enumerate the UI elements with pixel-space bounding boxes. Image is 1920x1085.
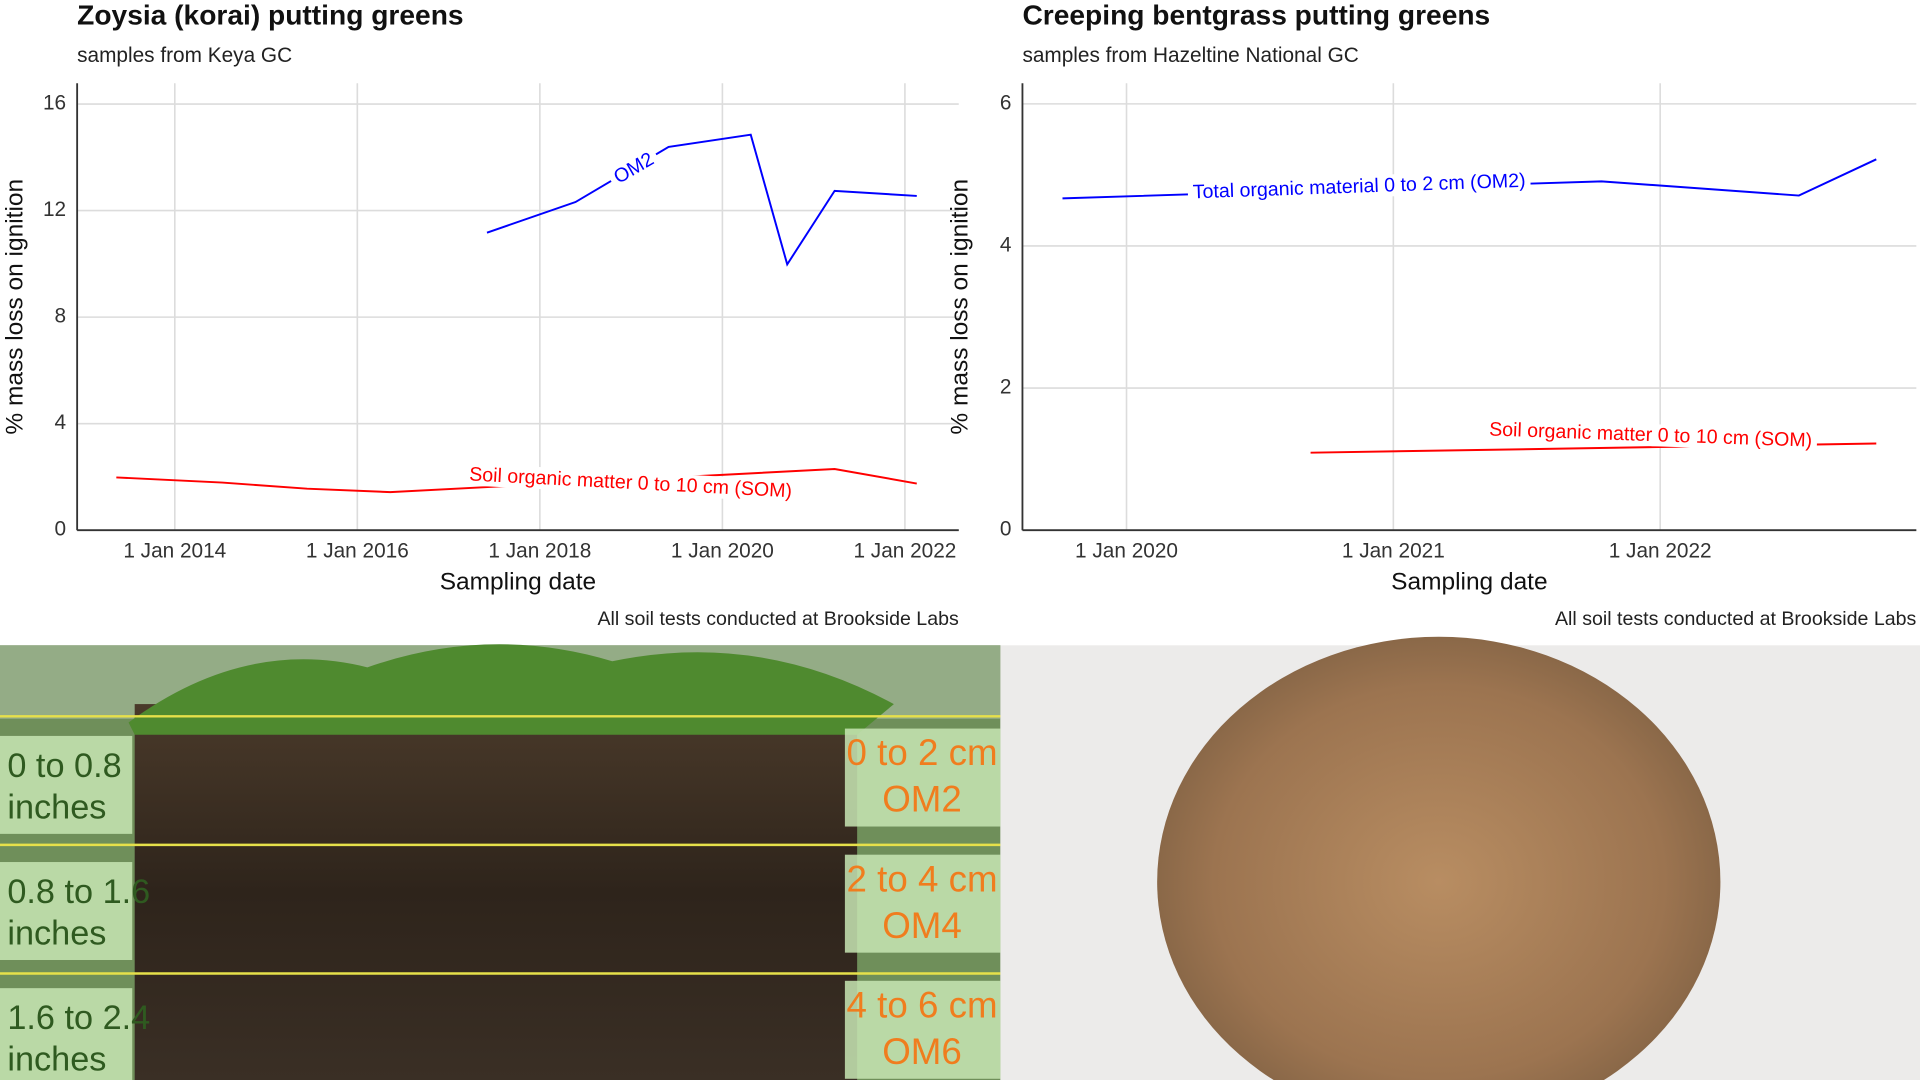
x-tick-label: 1 Jan 2018 [488,540,591,563]
depth-label-box [0,862,133,960]
chart-title: Creeping bentgrass putting greens [1022,0,1490,31]
depth-label-box [0,988,133,1085]
chart-title: Zoysia (korai) putting greens [77,0,463,31]
depth-label: 0 to 0.8 [7,747,121,785]
depth-label: inches [7,915,106,953]
y-tick-label: 4 [55,411,67,434]
y-tick-label: 0 [1000,518,1012,541]
soil-core-photo [0,644,1001,1080]
depth-label: 2 to 4 cm [847,858,998,899]
depth-label: OM4 [882,905,962,946]
depth-label: 0.8 to 1.6 [7,873,150,911]
series-line [116,467,917,494]
depth-label: inches [7,788,106,826]
x-tick-label: 1 Jan 2022 [1609,540,1712,563]
caption: All soil tests conducted at Brookside La… [1555,608,1917,630]
x-tick-label: 1 Jan 2022 [853,540,956,563]
caption: All soil tests conducted at Brookside La… [597,608,959,630]
y-tick-label: 8 [55,305,67,328]
label-background [1483,418,1818,452]
y-tick-label: 16 [43,92,66,115]
x-tick-label: 1 Jan 2014 [123,540,226,563]
x-tick-label: 1 Jan 2016 [306,540,409,563]
y-tick-label: 4 [1000,233,1012,256]
x-tick-label: 1 Jan 2021 [1342,540,1445,563]
label-background [1187,169,1531,204]
label-background [605,145,662,191]
chart-subtitle: samples from Hazeltine National GC [1022,44,1358,67]
depth-label: 1.6 to 2.4 [7,999,150,1037]
x-tick-label: 1 Jan 2020 [671,540,774,563]
series-line [486,133,917,267]
depth-label-box [844,980,1001,1079]
depth-label-box [844,854,1001,953]
label-background [463,463,798,503]
y-axis-label: % mass loss on ignition [1,179,28,435]
y-tick-label: 6 [1000,91,1012,114]
depth-label: OM2 [882,779,962,820]
y-tick-label: 2 [1000,376,1012,399]
x-tick-label: 1 Jan 2020 [1075,540,1178,563]
y-tick-label: 12 [43,198,66,221]
depth-label: 0 to 2 cm [847,732,998,773]
depth-label: 4 to 6 cm [847,984,998,1025]
y-tick-label: 0 [55,518,67,541]
chart-subtitle: samples from Keya GC [77,44,292,67]
thatch-photo [1000,636,1920,1085]
depth-label: OM6 [882,1031,962,1072]
depth-label-box [844,728,1001,827]
x-axis-label: Sampling date [440,568,596,595]
depth-label: inches [7,1041,106,1079]
x-axis-label: Sampling date [1391,568,1547,595]
y-axis-label: % mass loss on ignition [947,179,974,435]
depth-label-box [0,735,133,834]
